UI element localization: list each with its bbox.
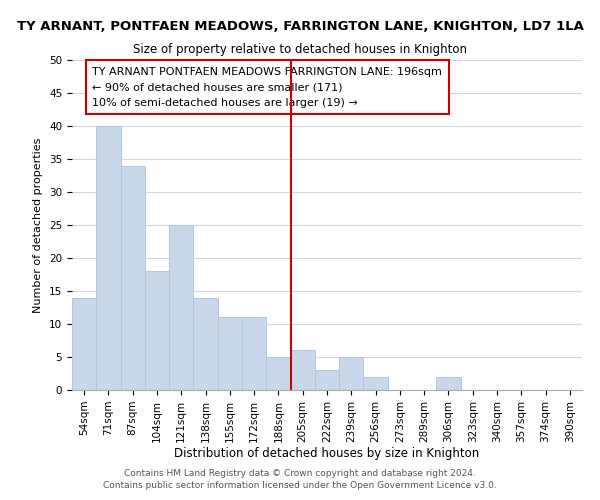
Bar xyxy=(364,377,388,390)
Text: TY ARNANT PONTFAEN MEADOWS FARRINGTON LANE: 196sqm
← 90% of detached houses are : TY ARNANT PONTFAEN MEADOWS FARRINGTON LA… xyxy=(92,66,442,108)
Bar xyxy=(242,318,266,390)
Bar xyxy=(339,357,364,390)
Bar xyxy=(121,166,145,390)
Bar xyxy=(72,298,96,390)
Bar xyxy=(145,271,169,390)
Bar xyxy=(193,298,218,390)
Bar xyxy=(169,225,193,390)
Bar xyxy=(96,126,121,390)
Bar xyxy=(436,377,461,390)
Bar xyxy=(315,370,339,390)
Bar xyxy=(266,357,290,390)
Y-axis label: Number of detached properties: Number of detached properties xyxy=(34,138,43,312)
Text: TY ARNANT, PONTFAEN MEADOWS, FARRINGTON LANE, KNIGHTON, LD7 1LA: TY ARNANT, PONTFAEN MEADOWS, FARRINGTON … xyxy=(17,20,583,33)
X-axis label: Distribution of detached houses by size in Knighton: Distribution of detached houses by size … xyxy=(175,448,479,460)
Text: Contains HM Land Registry data © Crown copyright and database right 2024.
Contai: Contains HM Land Registry data © Crown c… xyxy=(103,468,497,490)
Bar xyxy=(218,318,242,390)
Bar xyxy=(290,350,315,390)
Text: Size of property relative to detached houses in Knighton: Size of property relative to detached ho… xyxy=(133,42,467,56)
